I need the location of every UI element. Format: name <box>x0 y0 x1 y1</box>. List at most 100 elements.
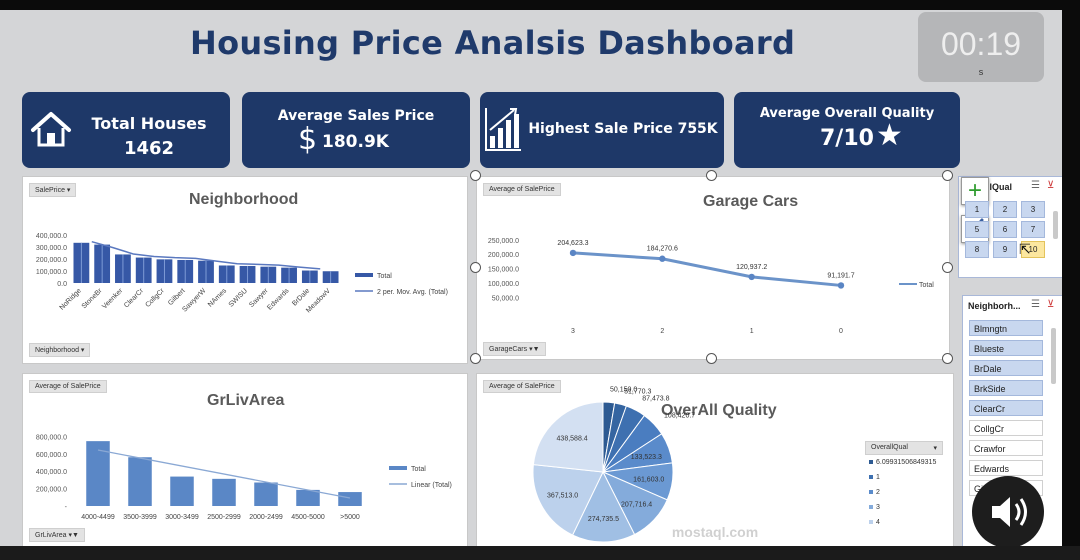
timer-unit: s <box>978 67 984 77</box>
x-tick-label: 3 <box>571 328 575 335</box>
multi-select-icon[interactable]: ☰ <box>1031 299 1040 310</box>
x-tick-label: 2500-2999 <box>207 514 241 521</box>
overallqual-slicer-item[interactable]: 7 <box>1021 221 1045 238</box>
legend-marker <box>869 475 873 479</box>
legend-label: 6.09931506849315 <box>876 459 936 466</box>
dollar-icon: $ <box>298 122 318 157</box>
legend-label-total: Total <box>411 466 426 473</box>
overallqual-slicer-item[interactable]: 2 <box>993 201 1017 218</box>
neighborhood-field-label: Neighborhood <box>35 347 79 354</box>
slicer-scrollbar[interactable] <box>1053 211 1058 239</box>
kpi-total-houses-label: Total Houses <box>91 114 207 133</box>
kpi-highest-price-label: Highest Sale Price 755K <box>528 121 718 137</box>
neighborhood-slicer-item[interactable]: Blmngtn <box>969 320 1043 336</box>
data-point <box>748 273 755 281</box>
data-point <box>569 249 577 257</box>
x-tick-label: 3000-3499 <box>165 514 199 521</box>
overallqual-slicer-item[interactable]: 1 <box>965 201 989 218</box>
neighborhood-slicer-item[interactable]: Blueste <box>969 340 1043 356</box>
overallqual-legend-field-label: OverallQual <box>871 444 908 451</box>
pie-slice <box>532 401 604 473</box>
overallqual-slicer-title: llQual <box>987 182 1013 192</box>
avg-saleprice-field-button-grlivarea[interactable]: Average of SalePrice <box>29 380 107 393</box>
legend-marker <box>869 490 873 494</box>
legend-marker-total <box>355 273 373 277</box>
clear-filter-icon[interactable]: ⊻ <box>1047 299 1055 310</box>
series-line <box>572 251 842 287</box>
avg-saleprice-field-button-quality[interactable]: Average of SalePrice <box>483 380 561 393</box>
data-label: 184,270.6 <box>647 246 678 253</box>
resize-handle-bottom-left[interactable] <box>470 353 481 364</box>
x-tick-label: Veenker <box>101 287 125 311</box>
bar <box>338 492 362 506</box>
overallqual-slicer-item[interactable]: 6 <box>993 221 1017 238</box>
house-icon <box>31 112 71 147</box>
cursor-icon: ⇱ <box>1019 241 1031 257</box>
neighborhood-slicer-item[interactable]: Edwards <box>969 460 1043 476</box>
bar <box>86 441 110 506</box>
avg-saleprice-field-button-garage[interactable]: Average of SalePrice <box>483 183 561 196</box>
resize-handle-bottom-right[interactable] <box>942 353 953 364</box>
add-shape-button[interactable]: + <box>961 177 989 205</box>
neighborhood-slicer: Neighborh... ☰ ⊻ Blmngtn Blueste BrDale Brk… <box>962 295 1062 546</box>
saleprice-field-button[interactable]: SalePrice ▾ <box>29 183 77 197</box>
bar <box>254 482 278 506</box>
data-label: 204,623.3 <box>557 240 588 247</box>
clear-filter-icon[interactable]: ⊻ <box>1047 180 1055 191</box>
y-tick-label: 150,000.0 <box>488 267 519 274</box>
overallqual-slicer-item[interactable]: 9 <box>993 241 1017 258</box>
grlivarea-chart-title: GrLivArea <box>207 392 285 409</box>
overallqual-slicer-item[interactable]: 3 <box>1021 201 1045 218</box>
multi-select-icon[interactable]: ☰ <box>1031 180 1040 191</box>
resize-handle-top-right[interactable] <box>942 170 953 181</box>
grlivarea-field-label: GrLivArea <box>35 532 67 539</box>
y-tick-label: 100,000.0 <box>36 269 67 276</box>
pie-slice <box>532 464 604 536</box>
dashboard-screen: Housing Price Analsis Dashboard 00:19 s … <box>0 10 1062 546</box>
pie-data-label: 108,420.7 <box>664 412 695 419</box>
dashboard-title: Housing Price Analsis Dashboard <box>190 24 796 62</box>
quality-chart-panel: Average of SalePrice OverAll Quality 50,… <box>476 373 954 546</box>
saleprice-field-label: SalePrice <box>35 187 65 194</box>
x-tick-label: >5000 <box>340 514 360 521</box>
x-tick-label: StoneBr <box>81 287 104 310</box>
neighborhood-slicer-item[interactable]: BrkSide <box>969 380 1043 396</box>
neighborhood-slicer-title: Neighborh... <box>968 301 1021 311</box>
y-tick-label: 100,000.0 <box>488 281 519 288</box>
neighborhood-chart-panel: SalePrice ▾ Neighborhood 400,000.0 300,00… <box>22 176 468 364</box>
kpi-average-quality-label: Average Overall Quality <box>759 106 935 121</box>
overallqual-slicer-item[interactable]: 10 <box>1021 241 1045 258</box>
y-tick-label: 300,000.0 <box>36 245 67 252</box>
resize-handle-right[interactable] <box>942 262 953 273</box>
grlivarea-field-button[interactable]: GrLivArea ▾▼ <box>29 528 85 542</box>
garagecars-field-button[interactable]: GarageCars ▾▼ <box>483 342 546 356</box>
neighborhood-slicer-item[interactable]: CollgCr <box>969 420 1043 436</box>
pie-data-label: 274,735.5 <box>588 516 619 523</box>
neighborhood-slicer-item[interactable]: Crawfor <box>969 440 1043 456</box>
overallqual-legend-field-button[interactable]: OverallQual ▾ <box>865 441 943 455</box>
kpi-highest-price: Highest Sale Price 755K <box>480 92 724 168</box>
neighborhood-field-button[interactable]: Neighborhood ▾ <box>29 343 91 357</box>
overallqual-slicer-item[interactable]: 5 <box>965 221 989 238</box>
data-point <box>659 255 666 262</box>
neighborhood-slicer-item[interactable]: BrDale <box>969 360 1043 376</box>
resize-handle-top[interactable] <box>706 170 717 181</box>
star-icon: ★ <box>876 118 903 153</box>
x-tick-label: 2000-2499 <box>249 514 283 521</box>
legend-marker-total <box>389 466 407 470</box>
pie-data-label: 87,473.8 <box>642 396 669 403</box>
resize-handle-left[interactable] <box>470 262 481 273</box>
volume-button[interactable] <box>972 476 1044 546</box>
neighborhood-slicer-item[interactable]: ClearCr <box>969 400 1043 416</box>
x-tick-label: 3500-3999 <box>123 514 157 521</box>
resize-handle-top-left[interactable] <box>470 170 481 181</box>
kpi-total-houses: Total Houses 1462 <box>22 92 230 168</box>
bar <box>128 457 152 506</box>
pie-data-label: 161,603.0 <box>633 476 664 483</box>
x-tick-label: CollgCr <box>144 287 166 309</box>
y-tick-label: 400,000.0 <box>36 469 67 476</box>
overallqual-slicer-item[interactable]: 8 <box>965 241 989 258</box>
slicer-scrollbar[interactable] <box>1051 328 1056 384</box>
resize-handle-bottom[interactable] <box>706 353 717 364</box>
plus-icon: + <box>967 177 982 204</box>
